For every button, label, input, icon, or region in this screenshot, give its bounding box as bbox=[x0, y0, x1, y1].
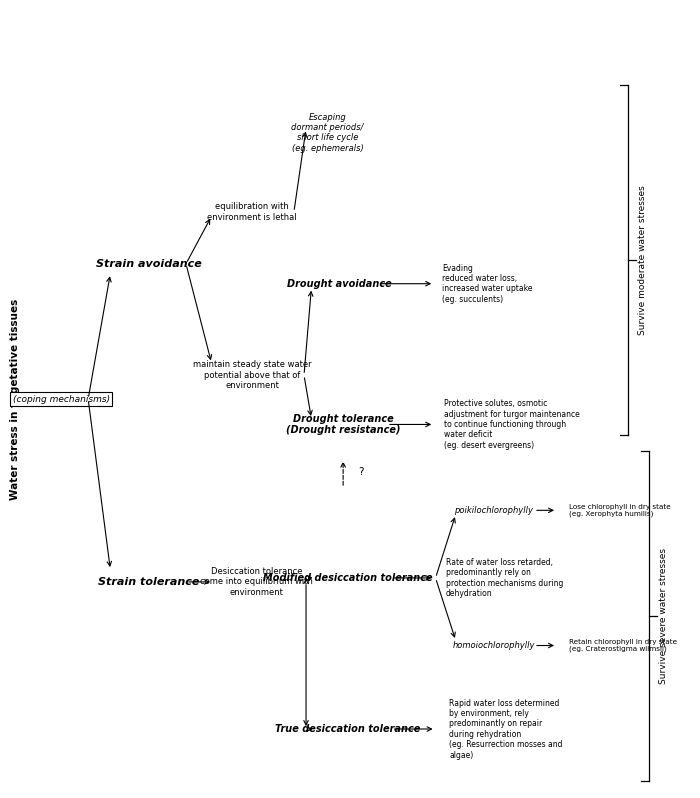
Text: Retain chlorophyll in dry state
(eg. Craterostigma wilmsii): Retain chlorophyll in dry state (eg. Cra… bbox=[569, 638, 677, 652]
Text: Rapid water loss determined
by environment, rely
predominantly on repair
during : Rapid water loss determined by environme… bbox=[449, 698, 563, 760]
Text: Strain avoidance: Strain avoidance bbox=[96, 259, 202, 269]
Text: homoiochlorophylly: homoiochlorophylly bbox=[452, 641, 535, 650]
Text: Protective solutes, osmotic
adjustment for turgor maintenance
to continue functi: Protective solutes, osmotic adjustment f… bbox=[444, 399, 580, 450]
Text: Lose chlorophyll in dry state
(eg. Xerophyta humilis): Lose chlorophyll in dry state (eg. Xerop… bbox=[569, 504, 671, 517]
Text: equilibration with
environment is lethal: equilibration with environment is lethal bbox=[207, 203, 297, 222]
Text: poikilochlorophylly: poikilochlorophylly bbox=[454, 506, 533, 515]
Text: Survive severe water stresses: Survive severe water stresses bbox=[659, 547, 668, 684]
Text: Drought avoidance: Drought avoidance bbox=[287, 279, 391, 289]
Text: Drought tolerance
(Drought resistance): Drought tolerance (Drought resistance) bbox=[286, 413, 400, 435]
Text: (coping mechanisms): (coping mechanisms) bbox=[13, 394, 110, 404]
Text: Survive moderate water stresses: Survive moderate water stresses bbox=[638, 185, 647, 334]
Text: ?: ? bbox=[358, 467, 364, 477]
Text: Water stress in vegetative tissues: Water stress in vegetative tissues bbox=[10, 298, 20, 500]
Text: Rate of water loss retarded,
predominantly rely on
protection mechanisms during
: Rate of water loss retarded, predominant… bbox=[446, 558, 563, 598]
Text: True desiccation tolerance: True desiccation tolerance bbox=[275, 724, 421, 734]
Text: Strain tolerance: Strain tolerance bbox=[98, 577, 200, 587]
Text: Evading
reduced water loss,
increased water uptake
(eg. succulents): Evading reduced water loss, increased wa… bbox=[442, 263, 533, 304]
Text: Modified desiccation tolerance: Modified desiccation tolerance bbox=[263, 573, 433, 583]
Text: Escaping
dormant periods/
short life cycle
(eg. ephemerals): Escaping dormant periods/ short life cyc… bbox=[291, 113, 364, 152]
Text: maintain steady state water
potential above that of
environment: maintain steady state water potential ab… bbox=[193, 360, 312, 390]
Text: Desiccation tolerance
come into equilibrium with
environment: Desiccation tolerance come into equilibr… bbox=[200, 567, 313, 597]
